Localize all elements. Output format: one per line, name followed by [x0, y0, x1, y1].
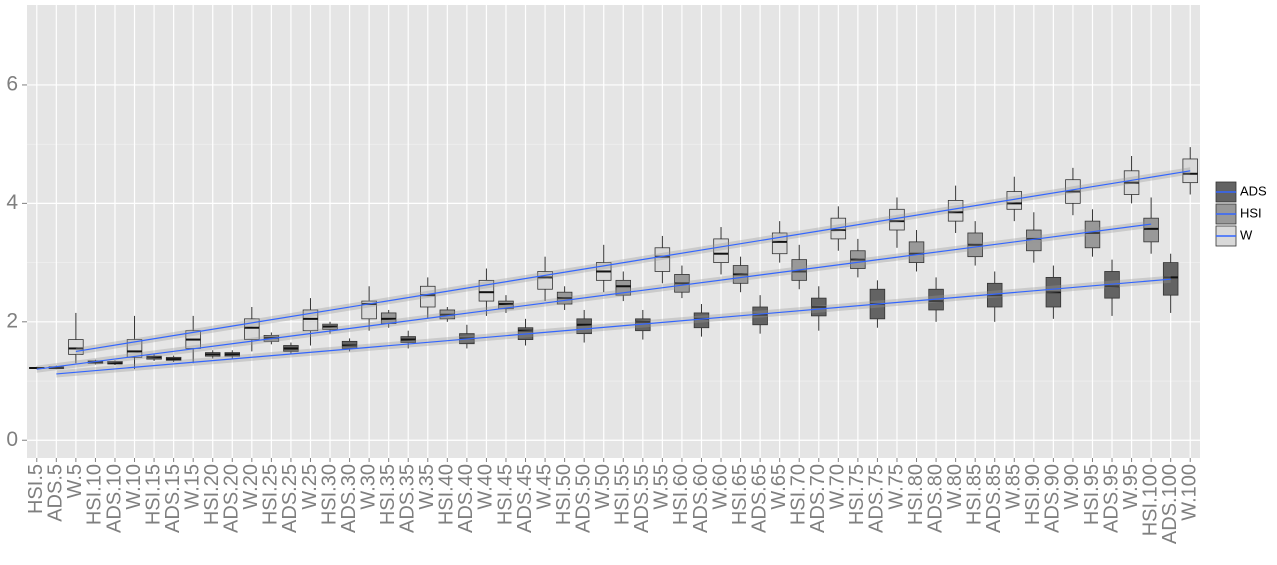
legend-label: HSI	[1240, 205, 1262, 220]
x-tick-label: ADS.35	[397, 464, 419, 533]
x-tick-label: ADS.90	[1042, 464, 1064, 533]
x-tick-label: HSI.85	[963, 464, 985, 525]
x-tick-label: HSI.45	[494, 464, 516, 525]
x-tick-label: HSI.30	[318, 464, 340, 525]
x-tick-label: ADS.15	[162, 464, 184, 533]
x-tick-label: ADS.5	[45, 464, 67, 522]
x-tick-label: ADS.100	[1159, 464, 1181, 544]
x-tick-label: ADS.50	[572, 464, 594, 533]
x-tick-label: W.90	[1061, 464, 1083, 510]
x-tick-label: HSI.95	[1081, 464, 1103, 525]
x-tick-label: HSI.75	[846, 464, 868, 525]
box	[1084, 220, 1101, 249]
x-tick-label: ADS.70	[807, 464, 829, 533]
box	[693, 312, 710, 329]
x-tick-label: W.85	[1003, 464, 1025, 510]
y-tick-label: 4	[6, 191, 18, 214]
x-tick-label: ADS.75	[866, 464, 888, 533]
fit-line	[36, 223, 1152, 370]
y-tick-label: 0	[6, 428, 18, 451]
y-tick-label: 2	[6, 309, 18, 332]
x-tick-label: ADS.40	[455, 464, 477, 533]
x-tick-label: HSI.90	[1022, 464, 1044, 525]
fit-line	[75, 170, 1191, 353]
x-tick-label: HSI.100	[1139, 464, 1161, 536]
x-tick-label: ADS.55	[631, 464, 653, 533]
x-tick-label: W.30	[357, 464, 379, 510]
box	[752, 306, 768, 326]
x-tick-label: ADS.30	[338, 464, 360, 533]
x-tick-label: ADS.60	[690, 464, 712, 533]
x-tick-label: W.75	[885, 464, 907, 510]
box	[361, 300, 377, 320]
x-tick-label: HSI.40	[436, 464, 458, 525]
box	[713, 238, 729, 263]
x-tick-label: ADS.20	[221, 464, 243, 533]
x-tick-label: HSI.20	[201, 464, 223, 525]
x-tick-label: W.5	[64, 464, 86, 498]
x-tick-label: ADS.65	[748, 464, 770, 533]
x-tick-label: HSI.65	[729, 464, 751, 525]
x-tick-label: W.55	[651, 464, 673, 510]
x-tick-label: W.15	[181, 464, 203, 510]
box	[126, 339, 143, 358]
x-tick-label: W.45	[533, 464, 555, 510]
box	[908, 241, 925, 263]
x-tick-label: W.100	[1179, 464, 1201, 521]
x-tick-label: HSI.80	[905, 464, 927, 525]
x-tick-label: ADS.80	[924, 464, 946, 533]
box	[420, 285, 436, 308]
legend-label: W	[1240, 227, 1253, 242]
x-tick-label: ADS.10	[103, 464, 125, 533]
x-tick-label: HSI.35	[377, 464, 399, 525]
box	[1162, 262, 1179, 296]
box	[302, 309, 319, 332]
x-tick-label: W.60	[709, 464, 731, 510]
x-tick-label: W.35	[416, 464, 438, 510]
x-tick-label: W.65	[768, 464, 790, 510]
x-tick-label: HSI.60	[670, 464, 692, 525]
x-tick-label: ADS.95	[1100, 464, 1122, 533]
fit-line	[56, 278, 1171, 375]
box	[947, 200, 964, 222]
x-tick-label: HSI.70	[788, 464, 810, 525]
y-tick-label: 6	[6, 72, 18, 95]
box	[615, 279, 632, 296]
x-tick-label: HSI.55	[612, 464, 634, 525]
box	[1182, 158, 1198, 184]
x-tick-label: W.10	[123, 464, 145, 510]
x-tick-label: W.20	[240, 464, 262, 510]
x-tick-label: HSI.15	[142, 464, 164, 525]
x-tick-label: HSI.5	[25, 464, 47, 514]
x-tick-label: W.70	[827, 464, 849, 510]
x-tick-label: ADS.85	[983, 464, 1005, 533]
x-tick-label: W.40	[475, 464, 497, 510]
box	[654, 247, 671, 272]
x-tick-label: HSI.25	[260, 464, 282, 525]
x-tick-label: W.50	[592, 464, 614, 510]
legend-label: ADS	[1240, 183, 1267, 198]
x-tick-label: W.25	[299, 464, 321, 510]
x-tick-label: HSI.50	[553, 464, 575, 525]
x-tick-label: W.95	[1120, 464, 1142, 510]
plot-background	[27, 5, 1200, 458]
x-tick-label: ADS.45	[514, 464, 536, 533]
x-tick-label: HSI.10	[84, 464, 106, 525]
x-tick-label: ADS.25	[279, 464, 301, 533]
x-tick-label: W.80	[944, 464, 966, 510]
